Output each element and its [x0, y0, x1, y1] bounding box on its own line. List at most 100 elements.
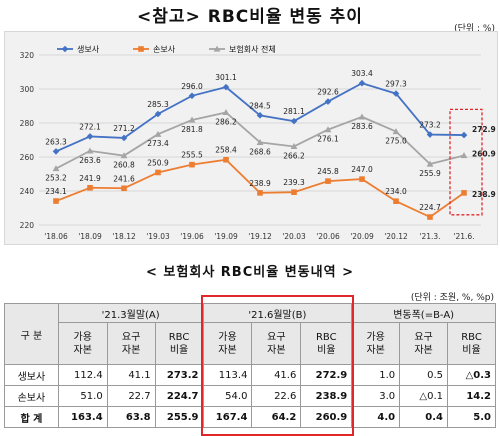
data-point [461, 190, 467, 196]
table-cell: 112.4 [57, 364, 108, 386]
data-label: 272.1 [79, 122, 101, 131]
sub-header: 가용 자본 [202, 322, 253, 365]
data-point [460, 131, 468, 139]
data-point [188, 92, 196, 100]
header-category: 구 분 [4, 303, 59, 365]
table-cell: 255.9 [154, 406, 204, 428]
data-label: 245.8 [317, 167, 339, 176]
data-point [154, 110, 162, 118]
data-label: 301.1 [215, 73, 237, 82]
data-label: 296.0 [181, 82, 203, 91]
table-cell: 167.4 [202, 406, 253, 428]
data-label: 263.6 [79, 156, 101, 165]
data-point [290, 143, 298, 150]
data-label: 303.4 [351, 69, 373, 78]
table-cell: 238.9 [300, 385, 353, 407]
data-point [324, 126, 332, 133]
table-cell: 224.7 [154, 385, 204, 407]
data-label: 272.9 [472, 125, 496, 134]
data-label: 250.9 [147, 158, 169, 167]
data-point [222, 109, 230, 116]
legend-label: 보험회사 전체 [229, 44, 276, 54]
x-tick-label: '18.09 [78, 232, 102, 241]
legend-label: 생보사 [77, 44, 100, 54]
x-tick-label: '20.12 [384, 232, 408, 241]
x-tick-label: '19.12 [248, 232, 272, 241]
table-cell: 14.2 [447, 385, 496, 407]
table-cell: 4.0 [351, 406, 401, 428]
header-change: 변동폭(=B-A) [351, 303, 496, 323]
data-point [213, 45, 221, 52]
data-point [426, 160, 434, 167]
table-row: 합 계 163.4 63.8 255.9 167.4 64.2 260.9 4.0 0.4 5.0 [4, 406, 496, 428]
x-tick-label: '18.12 [112, 232, 136, 241]
table-cell: 41.1 [106, 364, 156, 386]
table-cell: 22.7 [106, 385, 156, 407]
y-tick-label: 240 [20, 187, 35, 196]
x-tick-label: '20.09 [350, 232, 374, 241]
table-cell: 0.4 [399, 406, 448, 428]
data-point [61, 45, 69, 53]
x-tick-label: '21.6. [453, 232, 474, 241]
data-label: 285.3 [147, 100, 169, 109]
data-label: 234.1 [45, 187, 67, 196]
row-label: 생보사 [4, 364, 59, 386]
table-cell: 5.0 [447, 406, 496, 428]
data-label: 241.6 [113, 174, 135, 183]
data-point [53, 198, 59, 204]
legend-label: 손보사 [153, 45, 176, 54]
y-tick-label: 260 [20, 153, 35, 162]
y-tick-label: 280 [20, 119, 35, 128]
table-cell: 3.0 [351, 385, 401, 407]
data-point [188, 116, 196, 123]
sub-header: 요구 자본 [251, 322, 302, 365]
table-title: < 보험회사 RBC비율 변동내역 > [146, 265, 354, 280]
sub-header: RBC 비율 [447, 322, 496, 365]
data-point [358, 113, 366, 120]
data-point [256, 138, 264, 145]
data-label: 234.0 [385, 187, 407, 196]
sub-header-row: 가용 자본 요구 자본 RBC 비율 가용 자본 요구 자본 RBC 비율 가용 자본 요구 자본 RBC 비율 [4, 322, 496, 365]
x-tick-label: '20.06 [316, 232, 340, 241]
data-label: 253.2 [45, 174, 67, 183]
data-label: 284.5 [249, 101, 271, 110]
sub-header: 가용 자본 [57, 322, 108, 365]
table-cell: 272.9 [300, 364, 353, 386]
sub-header: 가용 자본 [351, 322, 401, 365]
data-point [325, 178, 331, 184]
data-point [460, 152, 468, 159]
data-label: 276.1 [317, 135, 339, 144]
latest-quarter-highlight [449, 108, 483, 216]
data-label: 224.7 [419, 203, 441, 212]
data-point [290, 117, 298, 125]
data-label: 283.6 [351, 122, 373, 131]
data-label: 268.6 [249, 147, 271, 156]
data-label: 266.2 [283, 151, 305, 160]
data-point [257, 190, 263, 196]
data-point [223, 156, 229, 163]
table-cell: 163.4 [57, 406, 108, 428]
table-cell: 51.0 [57, 385, 108, 407]
data-point [291, 189, 297, 195]
data-point [427, 214, 433, 220]
data-point [52, 148, 60, 155]
table-cell: 41.6 [251, 364, 302, 386]
table-cell: 1.0 [351, 364, 401, 386]
data-point [222, 83, 230, 91]
data-point [426, 131, 434, 138]
table-cell: △0.3 [447, 364, 496, 386]
table-row: 생보사 112.4 41.1 273.2 113.4 41.6 272.9 1.0 0.5 △0.… [4, 364, 496, 386]
data-label: 271.2 [113, 124, 135, 133]
x-tick-label: '19.03 [146, 232, 170, 241]
x-tick-label: '21.3. [419, 232, 440, 241]
table-cell: 64.2 [251, 406, 302, 428]
x-tick-label: '20.03 [282, 232, 306, 241]
y-tick-label: 300 [20, 85, 35, 94]
data-label: 273.2 [419, 121, 441, 130]
data-point [154, 130, 162, 137]
data-point [392, 90, 400, 97]
data-label: 275.0 [385, 137, 407, 146]
table-cell: 0.5 [399, 364, 448, 386]
data-label: 238.9 [472, 190, 496, 199]
data-label: 273.4 [147, 139, 169, 148]
